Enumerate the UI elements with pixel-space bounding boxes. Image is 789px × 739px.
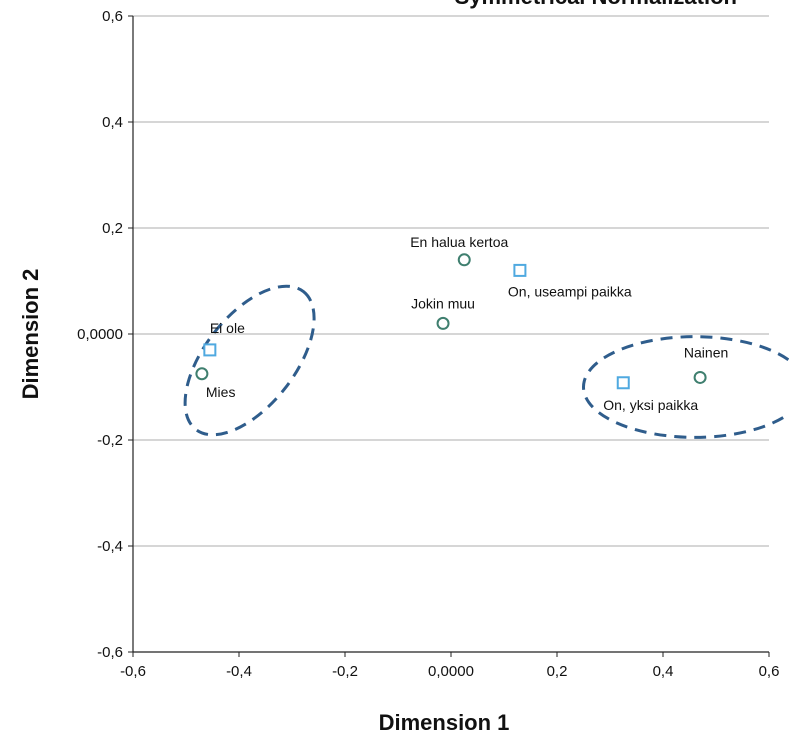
x-tick-label-5: 0,4 <box>653 663 674 680</box>
square-point-2 <box>616 376 630 390</box>
y-axis-title: Dimension 2 <box>18 269 43 400</box>
x-tick-label-2: -0,2 <box>332 663 358 680</box>
x-tick-label-1: -0,4 <box>226 663 252 680</box>
cluster-annotations <box>183 284 789 439</box>
tick-labels: -0,6 -0,4 -0,2 0,0000 0,2 0,4 0,6 0,6 0,4 0,2 0,00… <box>77 8 779 680</box>
point-label-0-2: Jokin muu <box>411 295 475 311</box>
point-labels: Mies En halua kertoa Jokin muu Nainen Ei ole… <box>206 234 728 413</box>
point-label-0-1: En halua kertoa <box>410 234 508 250</box>
y-tick-label-1: 0,4 <box>102 114 123 131</box>
x-tick-label-4: 0,2 <box>547 663 568 680</box>
x-axis-title: Dimension 1 <box>379 710 510 735</box>
circle-point-0 <box>195 367 209 381</box>
point-label-0-3: Nainen <box>684 344 728 360</box>
circle-point-3 <box>693 370 707 384</box>
chart-title: Symmetrical Normalization <box>455 0 737 9</box>
y-tick-label-0: 0,6 <box>102 8 123 25</box>
data-points <box>195 253 707 390</box>
x-tick-label-0: -0,6 <box>120 663 146 680</box>
point-label-1-1: On, useampi paikka <box>508 283 632 299</box>
cluster-ellipse-0 <box>183 284 316 437</box>
cluster-ellipse-1 <box>582 335 789 439</box>
y-tick-label-3: 0,0000 <box>77 326 123 343</box>
point-label-1-2: On, yksi paikka <box>603 397 698 413</box>
y-tick-label-5: -0,4 <box>97 538 123 555</box>
point-label-1-0: Ei ole <box>210 320 245 336</box>
y-tick-label-4: -0,2 <box>97 432 123 449</box>
square-point-1 <box>513 263 527 277</box>
y-tick-label-6: -0,6 <box>97 644 123 661</box>
x-tick-label-3: 0,0000 <box>428 663 474 680</box>
square-point-0 <box>203 343 217 357</box>
x-tick-label-6: 0,6 <box>759 663 780 680</box>
point-label-0-0: Mies <box>206 384 236 400</box>
grid-lines <box>133 15 769 547</box>
y-tick-label-2: 0,2 <box>102 220 123 237</box>
circle-point-2 <box>436 316 450 330</box>
circle-point-1 <box>457 253 471 267</box>
